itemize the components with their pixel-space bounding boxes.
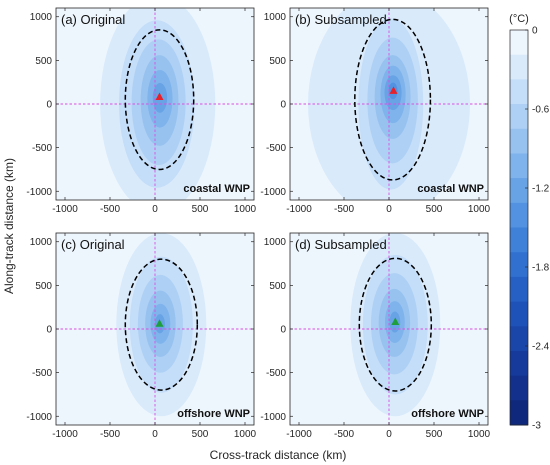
y-tick-label: 1000 <box>264 12 287 23</box>
colorbar-swatch <box>510 326 528 352</box>
x-tick-label: 500 <box>192 429 209 440</box>
panel-title: (d) Subsampled <box>295 237 387 252</box>
significance-contour <box>358 257 433 392</box>
y-tick-label: 500 <box>35 281 52 292</box>
colorbar-swatch <box>510 104 528 130</box>
colorbar-swatch <box>510 54 528 80</box>
colorbar-swatch <box>510 178 528 204</box>
colorbar-swatch <box>510 252 528 278</box>
storm-center-marker <box>155 92 164 101</box>
colorbar-tick-label: -1.8 <box>532 263 550 274</box>
storm-center-marker <box>155 319 164 327</box>
panel-title: (c) Original <box>61 237 125 252</box>
colorbar-swatch <box>510 30 528 56</box>
colorbar-swatch <box>510 79 528 105</box>
y-tick-label: 500 <box>269 281 286 292</box>
colorbar-tick-label: -1.2 <box>532 184 550 195</box>
significance-contour <box>124 258 199 391</box>
y-tick-label: 0 <box>46 325 52 336</box>
colorbar: (°C)0 -0.6 -1.2 -1.8 -2.4 -3 <box>509 13 550 432</box>
y-tick-label: -1000 <box>260 412 286 423</box>
colorbar-unit: (°C) <box>509 13 529 25</box>
colorbar-swatch <box>510 350 528 377</box>
x-tick-label: -500 <box>334 204 354 215</box>
x-tick-label: 500 <box>192 204 209 215</box>
significance-contour <box>124 29 195 171</box>
panel-title: (b) Subsampled <box>295 12 387 27</box>
colorbar-swatch <box>510 153 528 179</box>
y-tick-label: 0 <box>280 100 286 111</box>
x-tick-label: 1000 <box>234 429 257 440</box>
y-tick-label: -1000 <box>26 187 52 198</box>
y-tick-label: -1000 <box>26 412 52 423</box>
x-tick-label: 500 <box>426 204 443 215</box>
x-tick-label: -500 <box>334 429 354 440</box>
y-tick-label: -500 <box>32 368 52 379</box>
colorbar-swatch <box>510 375 528 401</box>
panel-title: (a) Original <box>61 12 125 27</box>
region-label: offshore WNP <box>411 408 484 420</box>
colorbar-swatch <box>510 400 528 426</box>
colorbar-swatch <box>510 202 528 228</box>
colorbar-swatch <box>510 301 528 327</box>
y-tick-label: -500 <box>32 143 52 154</box>
colorbar-tick-label: -0.6 <box>532 105 550 116</box>
region-label: coastal WNP <box>417 183 484 195</box>
colorbar-tick-label: -2.4 <box>532 342 550 353</box>
y-tick-label: -500 <box>266 368 286 379</box>
x-tick-label: -500 <box>100 204 120 215</box>
region-label: coastal WNP <box>183 183 250 195</box>
colorbar-swatch <box>510 128 528 154</box>
x-tick-label: 0 <box>152 204 158 215</box>
x-tick-label: 0 <box>386 204 392 215</box>
region-label: offshore WNP <box>177 408 250 420</box>
x-tick-label: -500 <box>100 429 120 440</box>
colorbar-swatch <box>510 276 528 303</box>
y-tick-label: -1000 <box>260 187 286 198</box>
y-tick-label: 1000 <box>264 237 287 248</box>
storm-center-marker <box>389 86 398 94</box>
colorbar-tick-label: -3 <box>532 421 541 432</box>
y-tick-label: 0 <box>46 100 52 111</box>
y-tick-label: -500 <box>266 143 286 154</box>
contour-fill-group <box>100 8 216 200</box>
x-tick-label: 1000 <box>234 204 257 215</box>
x-tick-label: -1000 <box>286 429 312 440</box>
x-tick-label: 500 <box>426 429 443 440</box>
storm-center-marker <box>391 317 400 326</box>
x-tick-label: 1000 <box>468 429 491 440</box>
x-tick-label: 1000 <box>468 204 491 215</box>
y-tick-label: 1000 <box>30 237 53 248</box>
panel-a: -1000 -500 0 500 1000 -1000 -500 0 500 1000 (a) Or… <box>26 7 257 215</box>
x-axis-label: Cross-track distance (km) <box>210 448 347 462</box>
x-tick-label: -1000 <box>52 429 78 440</box>
colorbar-tick-label: 0 <box>532 26 538 37</box>
y-tick-label: 0 <box>280 325 286 336</box>
x-tick-label: -1000 <box>286 204 312 215</box>
colorbar-frame <box>509 29 529 426</box>
x-tick-label: 0 <box>386 429 392 440</box>
y-tick-label: 500 <box>269 56 286 67</box>
x-tick-label: -1000 <box>52 204 78 215</box>
panel-d: -1000 -500 0 500 1000 -1000 -500 0 500 1000 (d) Su… <box>260 232 491 440</box>
y-tick-label: 1000 <box>30 12 53 23</box>
panel-b: -1000 -500 0 500 1000 -1000 -500 0 500 1000 (b) Su… <box>260 7 491 215</box>
y-axis-label: Along-track distance (km) <box>2 158 16 294</box>
x-tick-label: 0 <box>152 429 158 440</box>
colorbar-swatch <box>510 227 528 253</box>
y-tick-label: 500 <box>35 56 52 67</box>
panel-c: -1000 -500 0 500 1000 -1000 -500 0 500 1000 (c) Or… <box>26 232 257 440</box>
